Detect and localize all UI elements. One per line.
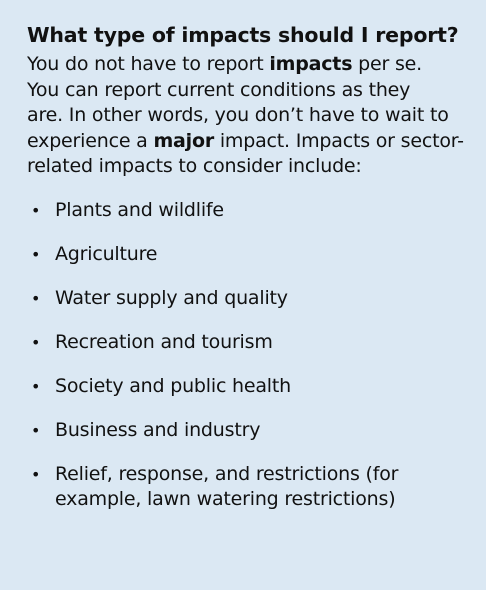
list-item-label: Relief, response, and restrictions (for [55, 462, 399, 485]
list-item-label: Water supply and quality [55, 286, 288, 309]
list-item-label: Agriculture [55, 242, 158, 265]
list-item: • Relief, response, and restrictions (fo… [27, 462, 466, 512]
intro-paragraph: You do not have to report impacts per se… [27, 52, 466, 180]
intro-line: You do not have to report impacts per se… [27, 53, 422, 75]
list-item: • Plants and wildlife [27, 198, 466, 223]
emphasis-impacts: impacts [269, 53, 353, 75]
list-item: • Agriculture [27, 242, 466, 267]
list-item-label-continued: example, lawn watering restrictions) [55, 487, 396, 510]
box-title: What type of impacts should I report? [27, 23, 459, 47]
bullet-icon: • [31, 332, 41, 352]
list-item-label: Recreation and tourism [55, 330, 273, 353]
bullet-icon: • [31, 244, 41, 264]
bullet-icon: • [31, 200, 41, 220]
intro-line: related impacts to consider include: [27, 155, 362, 178]
list-item: • Water supply and quality [27, 286, 466, 311]
emphasis-major: major [153, 129, 214, 152]
list-item-label: Business and industry [55, 418, 261, 441]
bullet-icon: • [31, 288, 41, 308]
intro-line: are. In other words, you don’t have to w… [27, 104, 449, 127]
list-item-label: Plants and wildlife [55, 198, 224, 221]
intro-line: experience a major impact. Impacts or se… [27, 129, 464, 152]
bullet-icon: • [31, 464, 41, 484]
bullet-icon: • [31, 376, 41, 396]
list-item: • Society and public health [27, 374, 466, 399]
intro-line: You can report current conditions as the… [27, 78, 411, 101]
list-item: • Business and industry [27, 418, 466, 443]
impacts-list: • Plants and wildlife • Agriculture • Wa… [27, 198, 466, 512]
list-item-label: Society and public health [55, 374, 291, 397]
list-item: • Recreation and tourism [27, 330, 466, 355]
bullet-icon: • [31, 420, 41, 440]
